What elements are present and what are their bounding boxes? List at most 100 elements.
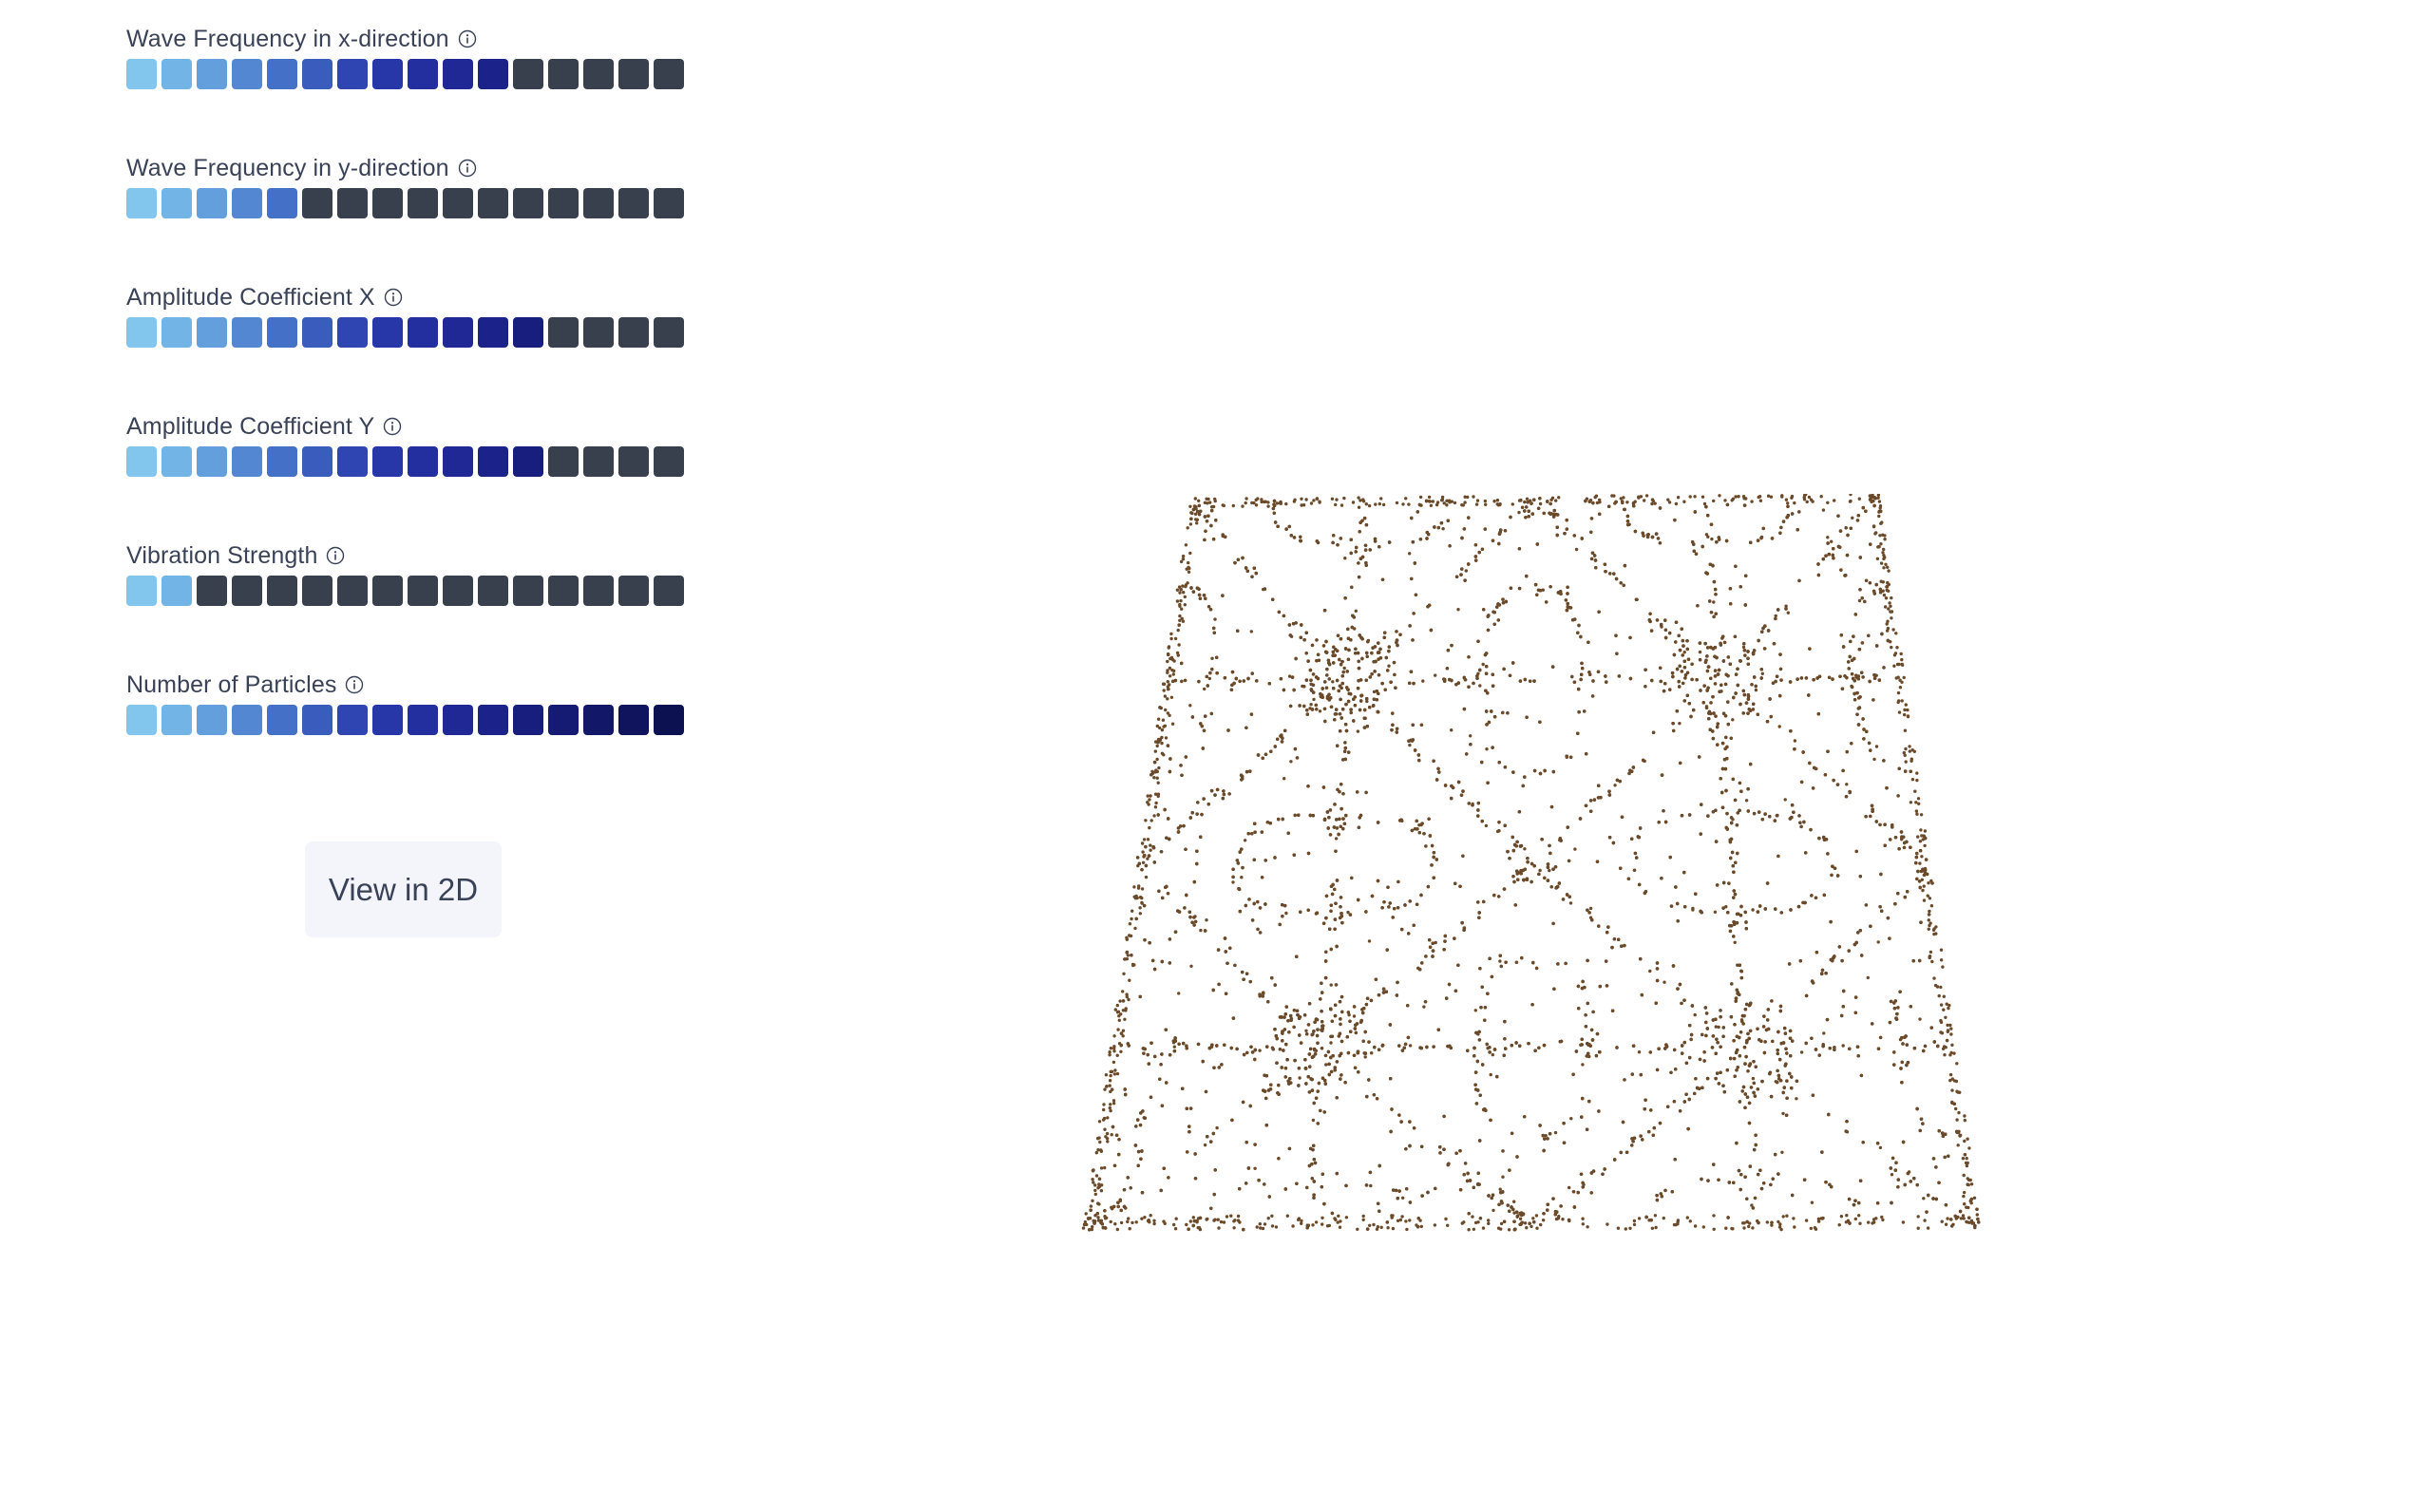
slider-segment[interactable] [513,188,543,218]
slider-segment[interactable] [232,188,262,218]
slider-segment[interactable] [654,446,684,477]
slider-segment[interactable] [513,59,543,89]
slider-segment[interactable] [583,446,614,477]
slider-segment[interactable] [197,317,227,348]
slider-segment[interactable] [302,317,332,348]
info-icon[interactable] [326,546,345,565]
slider-segment[interactable] [337,317,368,348]
slider-segment[interactable] [408,317,438,348]
slider-segment[interactable] [232,705,262,735]
slider-segment[interactable] [267,576,297,606]
info-icon[interactable] [383,417,402,436]
slider-segment[interactable] [478,59,508,89]
slider-segment[interactable] [267,59,297,89]
slider-segment[interactable] [372,576,403,606]
slider-segment[interactable] [618,188,649,218]
slider-segment[interactable] [583,576,614,606]
slider-segment[interactable] [583,317,614,348]
slider-segment[interactable] [548,705,579,735]
amplitude-x-slider[interactable] [126,317,696,348]
slider-segment[interactable] [372,317,403,348]
slider-segment[interactable] [126,446,157,477]
slider-segment[interactable] [513,576,543,606]
slider-segment[interactable] [583,188,614,218]
slider-segment[interactable] [513,446,543,477]
info-icon[interactable] [458,29,477,48]
slider-segment[interactable] [443,576,473,606]
slider-segment[interactable] [408,188,438,218]
slider-segment[interactable] [232,446,262,477]
slider-segment[interactable] [162,446,192,477]
slider-segment[interactable] [478,576,508,606]
view-in-2d-button[interactable]: View in 2D [305,841,502,937]
slider-segment[interactable] [618,705,649,735]
slider-segment[interactable] [126,317,157,348]
slider-segment[interactable] [548,317,579,348]
slider-segment[interactable] [478,705,508,735]
slider-segment[interactable] [408,446,438,477]
info-icon[interactable] [384,288,403,307]
slider-segment[interactable] [232,576,262,606]
slider-segment[interactable] [478,188,508,218]
slider-segment[interactable] [126,59,157,89]
particle-plate-visualization[interactable] [1064,494,1995,1254]
info-icon[interactable] [458,159,477,178]
slider-segment[interactable] [372,188,403,218]
slider-segment[interactable] [267,446,297,477]
slider-segment[interactable] [232,317,262,348]
slider-segment[interactable] [232,59,262,89]
slider-segment[interactable] [267,705,297,735]
slider-segment[interactable] [162,576,192,606]
slider-segment[interactable] [337,446,368,477]
slider-segment[interactable] [548,59,579,89]
info-icon[interactable] [345,675,364,694]
slider-segment[interactable] [302,705,332,735]
slider-segment[interactable] [126,576,157,606]
slider-segment[interactable] [372,446,403,477]
slider-segment[interactable] [372,705,403,735]
slider-segment[interactable] [267,317,297,348]
slider-segment[interactable] [162,705,192,735]
slider-segment[interactable] [302,576,332,606]
wave-frequency-x-slider[interactable] [126,59,696,89]
slider-segment[interactable] [443,188,473,218]
slider-segment[interactable] [302,59,332,89]
slider-segment[interactable] [337,705,368,735]
slider-segment[interactable] [197,188,227,218]
slider-segment[interactable] [654,705,684,735]
slider-segment[interactable] [654,59,684,89]
slider-segment[interactable] [162,188,192,218]
amplitude-y-slider[interactable] [126,446,696,477]
slider-segment[interactable] [548,446,579,477]
slider-segment[interactable] [583,705,614,735]
slider-segment[interactable] [197,446,227,477]
vibration-strength-slider[interactable] [126,576,696,606]
slider-segment[interactable] [654,576,684,606]
slider-segment[interactable] [126,705,157,735]
slider-segment[interactable] [478,317,508,348]
slider-segment[interactable] [337,576,368,606]
number-of-particles-slider[interactable] [126,705,696,735]
slider-segment[interactable] [337,59,368,89]
slider-segment[interactable] [443,446,473,477]
slider-segment[interactable] [302,188,332,218]
slider-segment[interactable] [583,59,614,89]
slider-segment[interactable] [618,576,649,606]
slider-segment[interactable] [443,705,473,735]
slider-segment[interactable] [408,576,438,606]
slider-segment[interactable] [618,317,649,348]
slider-segment[interactable] [162,317,192,348]
slider-segment[interactable] [513,317,543,348]
slider-segment[interactable] [197,705,227,735]
wave-frequency-y-slider[interactable] [126,188,696,218]
slider-segment[interactable] [654,188,684,218]
slider-segment[interactable] [654,317,684,348]
slider-segment[interactable] [372,59,403,89]
slider-segment[interactable] [618,446,649,477]
slider-segment[interactable] [302,446,332,477]
slider-segment[interactable] [267,188,297,218]
slider-segment[interactable] [513,705,543,735]
slider-segment[interactable] [443,317,473,348]
slider-segment[interactable] [443,59,473,89]
slider-segment[interactable] [197,576,227,606]
